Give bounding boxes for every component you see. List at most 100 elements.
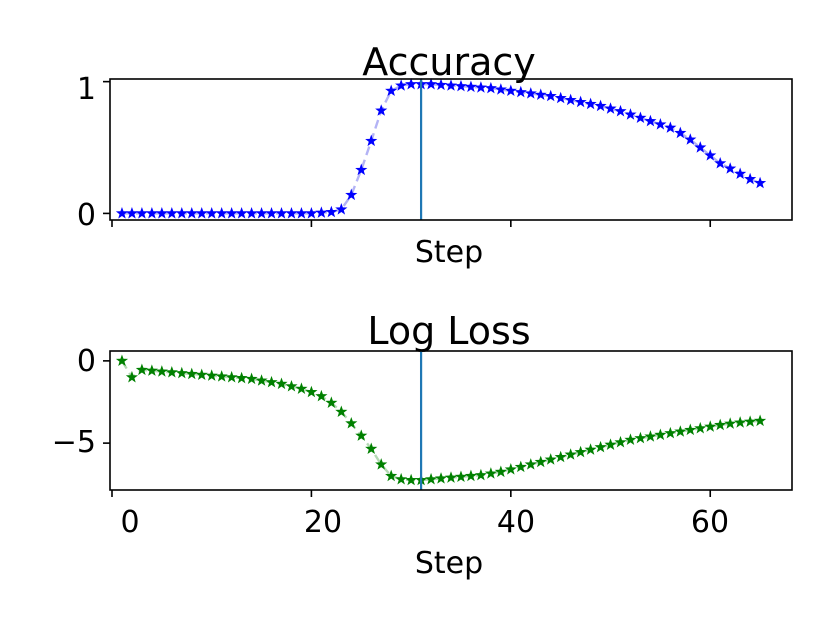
log-loss-data-point — [664, 426, 677, 439]
accuracy-data-point — [634, 111, 647, 124]
log-loss-data-point — [684, 423, 697, 436]
accuracy-data-point — [674, 126, 687, 139]
log-loss-data-point — [644, 430, 657, 442]
log-loss-data-point — [125, 370, 139, 383]
accuracy-data-point — [574, 95, 587, 108]
accuracy-data-point — [355, 163, 368, 176]
log-loss-data-point — [624, 433, 637, 446]
log-loss-data-point — [694, 421, 707, 434]
accuracy-data-point — [215, 207, 228, 219]
accuracy-data-point — [424, 77, 438, 90]
accuracy-data-point — [704, 149, 717, 161]
log-loss-data-point — [444, 471, 458, 483]
accuracy-data-point — [255, 207, 268, 219]
log-loss-data-point — [145, 364, 158, 376]
log-loss-data-point — [434, 472, 448, 484]
log-loss-data-point — [155, 365, 168, 377]
log-loss-data-point — [255, 374, 268, 386]
accuracy-data-point — [135, 207, 148, 219]
accuracy-data-point — [644, 114, 657, 127]
accuracy-data-point — [754, 176, 767, 189]
accuracy-data-point — [235, 207, 248, 219]
accuracy-data-point — [125, 207, 139, 219]
accuracy-data-point — [145, 207, 158, 219]
accuracy-data-point — [664, 121, 677, 133]
accuracy-data-point — [295, 207, 308, 219]
log-loss-data-point — [654, 428, 667, 441]
log-loss-data-point — [564, 448, 577, 460]
accuracy-data-point — [684, 133, 697, 145]
log-loss-data-point — [305, 385, 318, 398]
accuracy-data-point — [365, 134, 378, 147]
accuracy-data-point — [594, 99, 607, 112]
log-loss-data-point — [245, 372, 258, 385]
log-loss-data-point — [265, 375, 278, 388]
accuracy-data-point — [714, 156, 727, 169]
log-loss-data-point — [395, 472, 408, 485]
accuracy-data-point — [325, 205, 338, 218]
accuracy-data-point — [724, 162, 737, 174]
accuracy-data-point — [444, 79, 458, 91]
log-loss-data-point — [335, 405, 348, 418]
accuracy-plot-area — [103, 77, 767, 227]
log-loss-data-point — [464, 469, 478, 482]
accuracy-data-point — [734, 167, 747, 180]
accuracy-data-point — [534, 88, 547, 100]
log-loss-data-point — [494, 465, 507, 478]
accuracy-data-point — [375, 104, 388, 116]
log-loss-data-point — [365, 442, 378, 455]
panel-log-loss: Log Loss 0 −5 0 20 40 60 Step — [52, 309, 793, 581]
log-loss-title: Log Loss — [367, 309, 530, 353]
panel-accuracy: Accuracy 1 0 Step — [77, 40, 793, 270]
log-loss-xtick-label: 0 — [120, 505, 139, 540]
log-loss-data-point — [275, 377, 288, 390]
log-loss-axes-frame — [109, 350, 793, 491]
log-loss-data-point — [594, 440, 607, 453]
log-loss-series-line — [120, 360, 761, 482]
log-loss-data-point — [205, 369, 218, 381]
accuracy-data-point — [654, 118, 667, 130]
log-loss-xtick-label: 60 — [691, 505, 729, 540]
log-loss-data-point — [574, 445, 587, 458]
accuracy-data-point — [385, 84, 398, 97]
accuracy-data-point — [614, 104, 627, 117]
accuracy-data-point — [155, 207, 168, 219]
log-loss-data-point — [454, 470, 468, 483]
accuracy-xlabel: Step — [415, 235, 483, 270]
accuracy-data-point — [524, 87, 537, 99]
accuracy-data-point — [744, 172, 757, 185]
accuracy-data-point — [544, 89, 557, 102]
accuracy-data-point — [504, 84, 517, 97]
log-loss-data-point — [165, 365, 178, 378]
accuracy-data-point — [395, 79, 408, 91]
log-loss-data-point — [514, 460, 527, 473]
log-loss-data-point — [724, 417, 737, 429]
accuracy-data-point — [195, 207, 208, 219]
log-loss-data-point — [115, 354, 129, 367]
accuracy-data-point — [624, 108, 637, 120]
accuracy-data-point — [514, 85, 527, 98]
log-loss-xlabel: Step — [415, 546, 483, 581]
log-loss-data-point — [754, 414, 767, 427]
log-loss-data-point — [325, 396, 338, 408]
log-loss-ytick-label: 0 — [77, 344, 96, 379]
log-loss-data-point — [584, 443, 597, 455]
log-loss-data-point — [504, 463, 517, 475]
accuracy-data-point — [604, 102, 617, 114]
accuracy-data-point — [305, 207, 318, 219]
log-loss-data-point — [225, 370, 238, 383]
log-loss-data-point — [235, 371, 248, 384]
log-loss-xtick-label: 40 — [497, 505, 535, 540]
log-loss-data-point — [315, 389, 328, 402]
log-loss-data-point — [135, 363, 148, 376]
log-loss-data-point — [744, 415, 757, 427]
accuracy-data-point — [484, 81, 497, 94]
log-loss-data-point — [674, 425, 687, 437]
log-loss-xtick-label: 20 — [304, 505, 342, 540]
accuracy-data-point — [185, 207, 198, 219]
log-loss-data-point — [474, 468, 487, 481]
accuracy-data-point — [265, 207, 278, 219]
log-loss-data-point — [285, 379, 298, 392]
log-loss-data-point — [195, 368, 208, 381]
